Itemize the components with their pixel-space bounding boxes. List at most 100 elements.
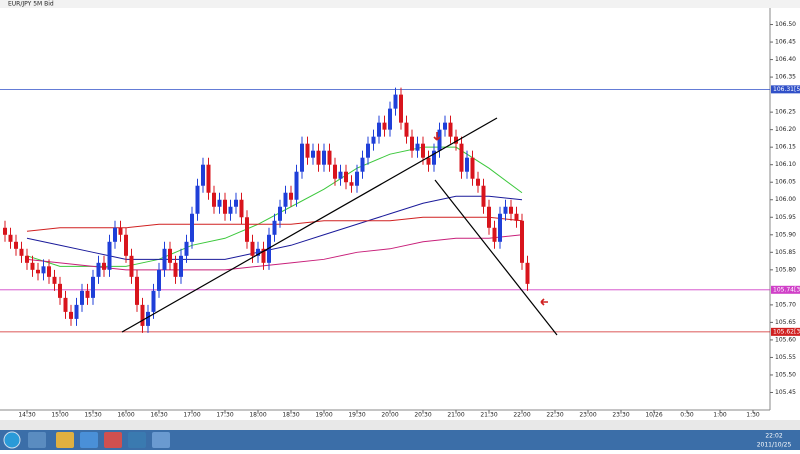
candle-body: [162, 248, 167, 270]
candle-body: [509, 206, 513, 214]
x-tick-label: 10/26: [645, 412, 662, 419]
price-label: 105.74[3]: [773, 286, 800, 293]
candle-body: [184, 241, 189, 256]
candle-body: [349, 182, 354, 186]
status-bar: [0, 420, 800, 430]
candle-body: [223, 199, 227, 214]
candle-body: [399, 94, 403, 123]
candle-body: [476, 178, 480, 186]
x-tick-label: 17:30: [216, 412, 233, 419]
x-tick-label: 18:00: [249, 412, 266, 419]
candle-body: [179, 255, 183, 277]
candle-body: [437, 129, 442, 151]
price-label-box: [771, 85, 800, 94]
candle-body: [74, 304, 79, 319]
candle-body: [503, 206, 508, 214]
start-button[interactable]: [3, 431, 21, 449]
candle-body: [173, 262, 178, 277]
candle-body: [393, 94, 398, 109]
candle-body: [118, 227, 123, 235]
clock-time: 22:02: [765, 433, 782, 440]
candle-body: [305, 143, 310, 158]
y-tick-label: 105.65: [775, 319, 796, 326]
candle-body: [25, 255, 29, 263]
candle-body: [432, 150, 436, 165]
candle-body: [388, 108, 392, 130]
candle-body: [36, 269, 40, 274]
clock-date: 2011/10/25: [757, 442, 792, 449]
candle-body: [168, 248, 172, 263]
y-tick-label: 106.40: [775, 56, 796, 63]
x-tick-label: 20:00: [381, 412, 398, 419]
candle-body: [234, 199, 238, 207]
taskbar-icon[interactable]: [80, 432, 98, 448]
candle-body: [333, 164, 337, 179]
taskbar-icon[interactable]: [28, 432, 46, 448]
candle-body: [278, 206, 282, 221]
candle-body: [525, 262, 530, 284]
candle-body: [459, 143, 464, 172]
candle-body: [124, 234, 128, 256]
candle-body: [344, 171, 348, 183]
candle-body: [426, 157, 431, 165]
y-tick-label: 105.90: [775, 231, 796, 238]
y-tick-label: 106.10: [775, 161, 796, 168]
x-tick-label: 0:30: [680, 412, 694, 419]
candle-body: [245, 217, 249, 242]
y-tick-label: 105.50: [775, 371, 796, 378]
taskbar-icon[interactable]: [104, 432, 122, 448]
candle-body: [300, 143, 304, 172]
y-tick-label: 106.45: [775, 39, 796, 46]
x-tick-label: 16:00: [117, 412, 134, 419]
candle-body: [58, 283, 62, 298]
x-tick-label: 16:30: [150, 412, 167, 419]
price-label-box: [771, 327, 800, 336]
taskbar-icon[interactable]: [152, 432, 170, 448]
candle-body: [206, 164, 211, 193]
candle-body: [19, 248, 24, 256]
y-tick-label: 106.15: [775, 144, 796, 151]
price-label-box: [771, 285, 800, 294]
candle-body: [69, 311, 73, 319]
x-tick-label: 1:00: [713, 412, 727, 419]
arrow-marker: [540, 298, 548, 306]
taskbar[interactable]: [0, 430, 800, 450]
candle-body: [190, 213, 194, 242]
candle-body: [52, 276, 57, 284]
candle-body: [404, 122, 409, 137]
candle-body: [228, 206, 233, 214]
chart-window: [0, 0, 800, 420]
candle-body: [256, 248, 260, 256]
candle-body: [201, 164, 205, 186]
candle-body: [261, 248, 266, 263]
y-tick-label: 106.35: [775, 74, 796, 81]
x-tick-label: 18:30: [282, 412, 299, 419]
x-tick-label: 19:00: [315, 412, 332, 419]
x-tick-label: 22:30: [546, 412, 563, 419]
candle-body: [14, 241, 18, 249]
candle-body: [3, 227, 7, 235]
y-tick-label: 105.55: [775, 354, 796, 361]
y-tick-label: 106.25: [775, 109, 796, 116]
x-tick-label: 19:30: [348, 412, 365, 419]
x-tick-label: 21:30: [480, 412, 497, 419]
candle-body: [465, 157, 469, 172]
y-tick-label: 105.70: [775, 301, 796, 308]
y-tick-label: 105.85: [775, 249, 796, 256]
candle-body: [327, 150, 332, 165]
candle-body: [443, 122, 447, 130]
candle-body: [492, 227, 497, 242]
x-tick-label: 1:30: [746, 412, 760, 419]
x-tick-label: 23:00: [579, 412, 596, 419]
candle-body: [311, 150, 315, 158]
candle-body: [283, 192, 288, 207]
candle-body: [371, 136, 376, 144]
taskbar-icon[interactable]: [128, 432, 146, 448]
candle-body: [294, 171, 299, 200]
candle-body: [272, 220, 277, 235]
candle-body: [481, 185, 486, 207]
candle-body: [289, 192, 293, 200]
candle-body: [355, 171, 359, 186]
taskbar-icon[interactable]: [56, 432, 74, 448]
x-tick-label: 15:30: [84, 412, 101, 419]
